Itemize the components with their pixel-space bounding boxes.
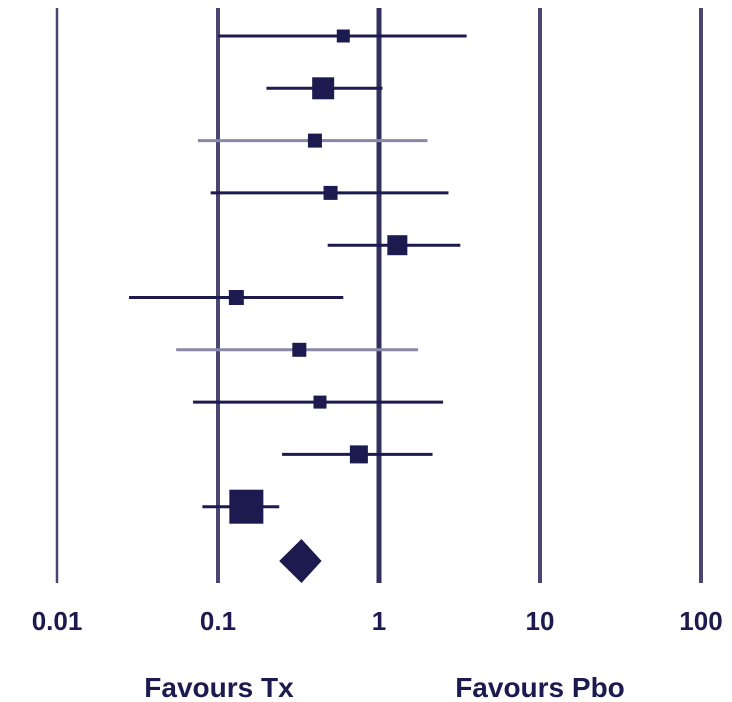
pooled-estimate xyxy=(279,539,322,583)
study-marker xyxy=(312,77,335,100)
x-tick-label: 10 xyxy=(526,606,555,636)
pooled-diamond xyxy=(279,539,322,583)
confidence-intervals xyxy=(128,34,467,509)
study-marker xyxy=(323,185,338,200)
grid-lines xyxy=(55,8,703,583)
study-marker xyxy=(349,445,368,464)
x-tick-label: 0.1 xyxy=(200,606,236,636)
study-markers xyxy=(228,29,408,524)
study-marker xyxy=(313,395,327,409)
study-marker xyxy=(336,29,350,43)
x-tick-label: 100 xyxy=(679,606,722,636)
favours-pbo-label: Favours Pbo xyxy=(455,672,625,702)
study-marker xyxy=(387,235,408,256)
x-tick-label: 1 xyxy=(372,606,386,636)
study-marker xyxy=(307,133,322,148)
x-tick-label: 0.01 xyxy=(32,606,83,636)
study-marker xyxy=(229,489,264,524)
x-axis-tick-labels: 0.01 0.1 1 10 100 xyxy=(32,606,723,636)
study-marker xyxy=(292,342,307,357)
study-marker xyxy=(228,290,244,305)
favours-tx-label: Favours Tx xyxy=(144,672,294,702)
